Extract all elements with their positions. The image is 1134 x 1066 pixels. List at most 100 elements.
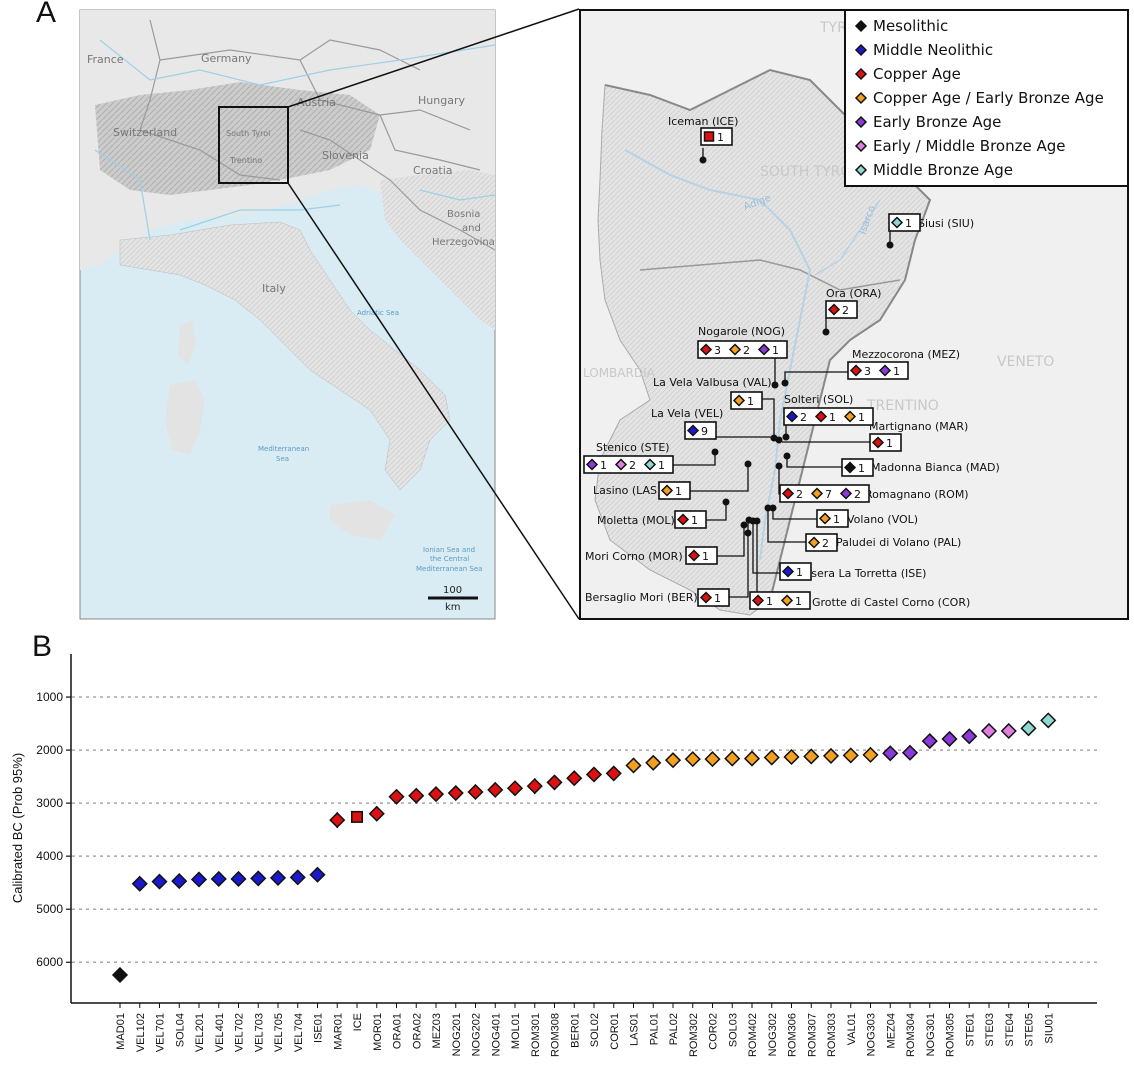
- site-box-marker-3-0: [699, 343, 713, 356]
- site-box-count-12-0: 2: [796, 488, 803, 501]
- site-box-marker-4-1: [878, 364, 892, 377]
- site-name-siu: Siusi (SIU): [918, 217, 974, 230]
- site-box-marker-4-0: [849, 364, 863, 377]
- site-box-marker-17-0: [781, 565, 795, 578]
- site-box-marker-0-0: [703, 131, 715, 142]
- data-point-6: [230, 870, 247, 888]
- data-point-24: [585, 766, 603, 783]
- legend-marker-5: [854, 139, 868, 153]
- data-point-10: [309, 866, 326, 883]
- data-point-25: [605, 765, 622, 782]
- site-box-2: 2: [825, 300, 858, 319]
- site-box-count-1-0: 1: [905, 217, 912, 230]
- site-box-count-11-0: 1: [675, 485, 682, 498]
- site-box-count-0-0: 1: [717, 131, 724, 144]
- site-box-count-17-0: 1: [796, 566, 803, 579]
- site-box-count-5-0: 1: [747, 395, 754, 408]
- data-point-18: [467, 783, 484, 801]
- site-box-6: 9: [684, 421, 717, 440]
- x-tick-label-36: ROM303: [826, 1013, 838, 1057]
- label-italy: Italy: [262, 282, 286, 295]
- x-tick-label-20: MOL01: [510, 1013, 522, 1049]
- site-box-8: 1: [869, 433, 902, 452]
- x-tick-label-13: MOR01: [372, 1013, 384, 1051]
- site-name-sol: Solteri (SOL): [784, 393, 853, 406]
- site-box-count-10-0: 1: [858, 462, 865, 475]
- x-tick-label-41: NOG301: [925, 1013, 937, 1056]
- data-point-45: [1000, 722, 1017, 740]
- legend-label-2: Copper Age: [873, 65, 961, 83]
- site-box-marker-2-0: [827, 303, 841, 316]
- data-point-12: [351, 810, 363, 823]
- sardinia-land: [165, 380, 205, 455]
- data-point-20: [506, 780, 524, 797]
- label-germany: Germany: [201, 52, 252, 65]
- data-point-34: [783, 748, 800, 766]
- x-tick-label-0: MAD01: [115, 1013, 127, 1050]
- site-box-marker-9-2: [643, 458, 657, 471]
- site-box-count-9-1: 2: [629, 459, 636, 472]
- site-name-ice: Iceman (ICE): [668, 115, 738, 128]
- label-bosnia-2: and: [462, 223, 481, 234]
- legend-marker-1: [854, 43, 868, 57]
- province-border: [639, 259, 901, 291]
- x-tick-label-47: SIU01: [1043, 1013, 1055, 1044]
- site-box-marker-16-0: [687, 549, 701, 562]
- data-point-46: [1020, 720, 1037, 737]
- site-box-marker-9-0: [585, 458, 599, 471]
- site-box-count-8-0: 1: [886, 437, 893, 450]
- y-tick-label-5: 6000: [36, 955, 63, 969]
- x-tick-label-22: ROM308: [550, 1013, 562, 1057]
- site-box-17: 1: [779, 562, 812, 581]
- balkans-land: [380, 170, 495, 330]
- data-point-5: [210, 870, 227, 888]
- site-box-7: 2 1 1: [783, 407, 874, 426]
- detail-label-lombardia: LOMBARDIA: [583, 366, 656, 380]
- data-point-16: [427, 786, 445, 803]
- detail-label-south-tyrol: SOUTH TYROL: [760, 164, 860, 180]
- data-point-17: [447, 784, 464, 802]
- x-tick-label-27: PAL01: [648, 1013, 660, 1045]
- y-tick-label-2: 3000: [36, 796, 63, 810]
- site-box-count-2-0: 2: [842, 304, 849, 317]
- data-point-0: [111, 966, 129, 984]
- site-name-ste: Stenico (STE): [596, 441, 670, 454]
- site-box-count-12-1: 7: [825, 488, 832, 501]
- data-point-32: [743, 750, 761, 767]
- x-ticks: MAD01 VEL102 VEL701 SOL04 VEL201 VEL401 VEL702…: [115, 1003, 1055, 1057]
- x-tick-label-7: VEL703: [253, 1013, 265, 1052]
- label-bosnia-1: Bosnia: [447, 209, 480, 220]
- x-tick-label-25: COR01: [609, 1013, 621, 1050]
- label-trentino: Trentino: [229, 156, 262, 165]
- label-slovenia: Slovenia: [322, 149, 369, 162]
- data-point-36: [822, 747, 840, 764]
- site-box-marker-13-0: [676, 513, 690, 526]
- legend-box: [844, 9, 1129, 187]
- x-tick-label-2: VEL701: [155, 1013, 167, 1052]
- legend-label-5: Early / Middle Bronze Age: [873, 137, 1065, 155]
- label-med-1: Mediterranean: [258, 445, 309, 453]
- data-point-35: [803, 748, 820, 765]
- x-tick-label-14: ORA01: [392, 1013, 404, 1049]
- y-tick-label-4: 5000: [36, 902, 63, 916]
- site-name-nog: Nogarole (NOG): [698, 325, 785, 338]
- site-box-1: 1: [888, 213, 921, 232]
- site-name-ber: Bersaglio Mori (BER): [585, 591, 698, 604]
- data-point-31: [724, 750, 741, 767]
- data-point-4: [190, 871, 208, 888]
- site-name-mor: Mori Corno (MOR): [585, 550, 683, 563]
- site-box-count-13-0: 1: [691, 514, 698, 527]
- data-point-30: [704, 751, 721, 768]
- site-box-count-14-0: 1: [833, 513, 840, 526]
- site-box-marker-9-1: [614, 458, 628, 471]
- data-point-13: [368, 805, 385, 822]
- site-box-marker-11-0: [660, 484, 674, 497]
- data-point-29: [684, 751, 701, 768]
- y-tick-label-3: 4000: [36, 849, 63, 863]
- site-box-16: 1: [685, 546, 718, 565]
- label-med-2: Sea: [276, 455, 289, 463]
- connector-top: [287, 8, 580, 108]
- x-tick-label-34: ROM306: [787, 1013, 799, 1057]
- label-austria: Austria: [297, 96, 336, 109]
- site-box-count-3-2: 1: [772, 344, 779, 357]
